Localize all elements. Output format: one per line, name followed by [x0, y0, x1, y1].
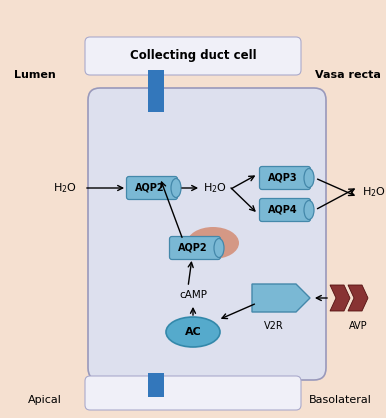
Ellipse shape: [304, 201, 314, 219]
Text: AQP4: AQP4: [268, 205, 298, 215]
Ellipse shape: [187, 227, 239, 259]
Text: AVP: AVP: [349, 321, 367, 331]
FancyBboxPatch shape: [127, 176, 178, 199]
FancyBboxPatch shape: [148, 373, 164, 397]
Text: AQP2: AQP2: [135, 183, 165, 193]
Text: AQP2: AQP2: [178, 243, 208, 253]
Text: $\mathregular{H_2O}$: $\mathregular{H_2O}$: [362, 185, 386, 199]
Polygon shape: [330, 285, 350, 311]
Text: AQP3: AQP3: [268, 173, 298, 183]
Ellipse shape: [166, 317, 220, 347]
Ellipse shape: [171, 178, 181, 197]
Ellipse shape: [304, 168, 314, 188]
FancyBboxPatch shape: [259, 166, 310, 189]
Text: Vasa recta: Vasa recta: [315, 70, 381, 80]
FancyBboxPatch shape: [259, 199, 310, 222]
FancyBboxPatch shape: [169, 237, 220, 260]
Text: Apical: Apical: [28, 395, 62, 405]
FancyBboxPatch shape: [85, 376, 301, 410]
FancyBboxPatch shape: [88, 88, 326, 380]
Polygon shape: [252, 284, 310, 312]
Text: Lumen: Lumen: [14, 70, 56, 80]
Text: $\mathregular{H_2O}$: $\mathregular{H_2O}$: [203, 181, 227, 195]
Text: cAMP: cAMP: [179, 290, 207, 300]
Text: Basolateral: Basolateral: [308, 395, 371, 405]
FancyBboxPatch shape: [148, 70, 164, 112]
Text: Collecting duct cell: Collecting duct cell: [130, 49, 256, 63]
Text: AC: AC: [185, 327, 201, 337]
Polygon shape: [348, 285, 368, 311]
FancyBboxPatch shape: [85, 37, 301, 75]
Ellipse shape: [214, 239, 224, 257]
Text: V2R: V2R: [264, 321, 284, 331]
Text: $\mathregular{H_2O}$: $\mathregular{H_2O}$: [53, 181, 77, 195]
